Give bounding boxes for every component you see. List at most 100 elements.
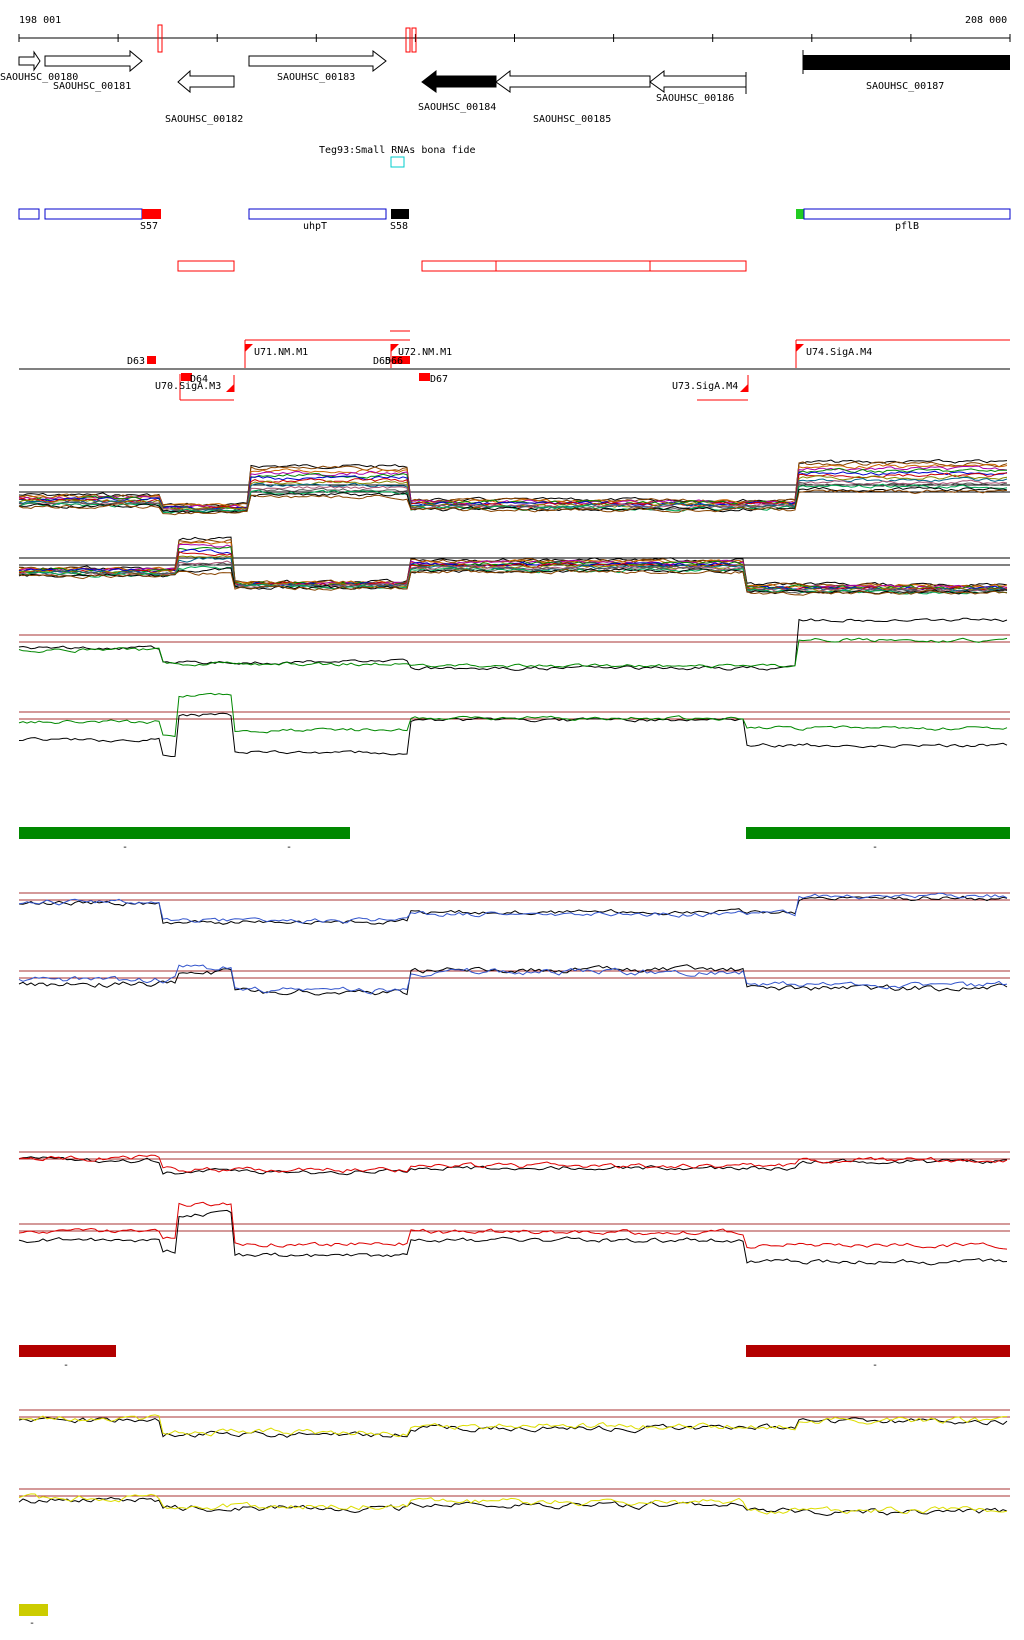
signal-line: [18, 617, 1008, 671]
red-track-group: - -: [18, 1151, 1010, 1371]
expression-line: [18, 461, 1008, 509]
gene-label: SAOUHSC_00183: [277, 72, 355, 83]
signal-line: [18, 692, 1008, 738]
expression-line: [18, 539, 1008, 589]
segment[interactable]: [803, 208, 1011, 220]
segment-highlight[interactable]: [142, 209, 161, 219]
feature-d67[interactable]: [419, 373, 430, 381]
feature-d65[interactable]: [392, 356, 400, 364]
expression-line: [18, 551, 1008, 592]
segment[interactable]: [44, 208, 143, 220]
feature-label: D63: [127, 356, 145, 367]
segment-label: S57: [140, 221, 158, 232]
gene-block[interactable]: [803, 55, 1010, 70]
marker-box: [405, 27, 411, 53]
bar-mark: -: [29, 1618, 35, 1629]
gene-arrow[interactable]: [18, 50, 41, 72]
segment-label: uhpT: [303, 221, 327, 232]
expression-panel-1: [18, 458, 1010, 516]
darkred-bar[interactable]: [746, 1345, 1010, 1357]
signal-line: [18, 895, 1008, 925]
bar-mark: -: [122, 842, 128, 853]
red-block-track: [177, 260, 747, 272]
start-coordinate: 198 001: [19, 15, 61, 26]
red-block[interactable]: [495, 260, 651, 272]
expression-line: [18, 546, 1008, 590]
srna-box[interactable]: [390, 156, 405, 168]
signal-line: [18, 964, 1008, 995]
segment-highlight[interactable]: [391, 209, 409, 219]
feature-d64[interactable]: [181, 373, 192, 381]
feature-label: U73.SigA.M4: [672, 381, 738, 392]
feature-d66[interactable]: [400, 356, 410, 364]
green-bar[interactable]: [746, 827, 1010, 839]
signal-line: [18, 637, 1008, 669]
signal-line: [18, 1209, 1008, 1266]
gene-label: SAOUHSC_00187: [866, 81, 944, 92]
gene-arrow[interactable]: [649, 69, 747, 93]
expression-line: [18, 536, 1008, 588]
blue-track-group: [18, 892, 1010, 996]
signal-line: [18, 964, 1008, 996]
signal-line: [18, 1416, 1008, 1438]
yellow-track-group: -: [18, 1409, 1010, 1629]
gene-arrow[interactable]: [44, 49, 143, 73]
signal-line: [18, 1493, 1008, 1515]
end-coordinate: 208 000: [965, 15, 1007, 26]
expression-line: [18, 541, 1008, 589]
feature-label: U71.NM.M1: [254, 347, 308, 358]
gene-label: SAOUHSC_00185: [533, 114, 611, 125]
segment-label: S58: [390, 221, 408, 232]
signal-line: [18, 1414, 1007, 1438]
expression-line: [18, 568, 1008, 596]
red-block[interactable]: [649, 260, 747, 272]
gene-arrow[interactable]: [248, 49, 387, 73]
feature-label: D66: [385, 356, 403, 367]
expression-line: [18, 470, 1008, 511]
gene-arrow[interactable]: [495, 69, 651, 93]
green-track-group: - - -: [18, 617, 1010, 853]
axis-ticks: [18, 34, 1011, 42]
segment[interactable]: [248, 208, 387, 220]
segment[interactable]: [18, 208, 40, 220]
bar-mark: -: [63, 1360, 69, 1371]
expression-line: [18, 567, 1008, 595]
feature-label: U72.NM.M1: [398, 347, 452, 358]
expression-panel-2: [18, 536, 1010, 596]
gene-label: SAOUHSC_00181: [53, 81, 131, 92]
gene-label: SAOUHSC_00180: [0, 72, 78, 83]
srna-track: Teg93:Small RNAs bona fide: [319, 145, 476, 168]
gene-track: SAOUHSC_00180 SAOUHSC_00181 SAOUHSC_0018…: [0, 49, 1010, 125]
signal-line: [18, 1496, 1008, 1517]
signal-line: [18, 1156, 1008, 1176]
yellow-bar[interactable]: [19, 1604, 48, 1616]
gene-label: SAOUHSC_00186: [656, 93, 734, 104]
bar-mark: -: [872, 1360, 878, 1371]
expression-line: [18, 565, 1008, 595]
signal-line: [18, 1154, 1008, 1174]
coordinate-axis: 198 001 208 000: [18, 15, 1011, 53]
expression-line: [18, 488, 1008, 516]
segment-highlight[interactable]: [796, 209, 804, 219]
feature-label: D65: [373, 356, 391, 367]
marker-box: [157, 24, 163, 53]
red-block[interactable]: [421, 260, 497, 272]
feature-label: D64: [190, 374, 208, 385]
gene-label: SAOUHSC_00184: [418, 102, 496, 113]
gene-arrow[interactable]: [177, 69, 235, 94]
marker-box: [411, 27, 417, 53]
expression-line: [18, 486, 1008, 514]
red-block[interactable]: [177, 260, 235, 272]
signal-line: [18, 892, 1008, 924]
feature-d63[interactable]: [147, 356, 156, 364]
srna-label: Teg93:Small RNAs bona fide: [319, 145, 476, 156]
feature-track: D63 D64 U70.SigA.M3 U71.NM.M1 U72.NM.M1 …: [19, 330, 1010, 401]
darkred-bar[interactable]: [19, 1345, 116, 1357]
gene-arrow[interactable]: [421, 69, 497, 93]
green-bar[interactable]: [19, 827, 350, 839]
bar-mark: -: [286, 842, 292, 853]
segment-label: pflB: [895, 221, 919, 232]
feature-label: U74.SigA.M4: [806, 347, 872, 358]
bar-mark: -: [872, 842, 878, 853]
